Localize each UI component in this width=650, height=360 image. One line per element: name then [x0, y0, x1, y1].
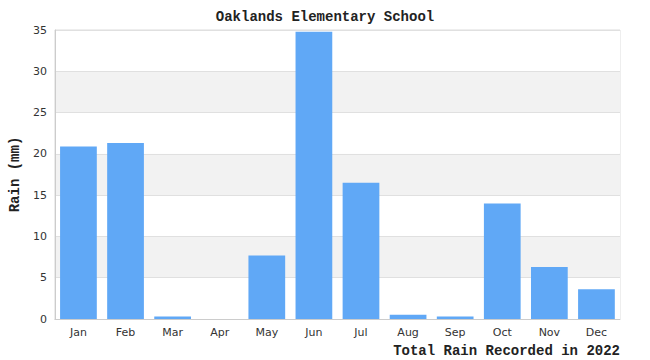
svg-text:Sep: Sep	[445, 326, 466, 339]
svg-text:Rain (mm): Rain (mm)	[7, 137, 23, 213]
svg-text:5: 5	[40, 271, 47, 284]
svg-text:0: 0	[40, 313, 47, 326]
svg-text:20: 20	[33, 147, 47, 160]
svg-text:Dec: Dec	[586, 326, 607, 339]
svg-text:Jan: Jan	[69, 326, 87, 339]
svg-text:Total Rain Recorded in 2022: Total Rain Recorded in 2022	[393, 343, 620, 359]
svg-text:Aug: Aug	[397, 326, 418, 339]
svg-text:Jun: Jun	[304, 326, 322, 339]
svg-text:15: 15	[33, 189, 47, 202]
svg-text:Nov: Nov	[539, 326, 561, 339]
svg-text:10: 10	[33, 230, 47, 243]
svg-text:Oaklands Elementary School: Oaklands Elementary School	[216, 9, 434, 25]
svg-text:Mar: Mar	[162, 326, 183, 339]
svg-text:Feb: Feb	[116, 326, 135, 339]
svg-text:35: 35	[33, 24, 47, 37]
svg-text:Apr: Apr	[210, 326, 230, 339]
svg-text:Oct: Oct	[493, 326, 513, 339]
svg-text:May: May	[255, 326, 278, 339]
svg-text:25: 25	[33, 106, 47, 119]
svg-text:30: 30	[33, 65, 47, 78]
svg-text:Jul: Jul	[353, 326, 367, 339]
